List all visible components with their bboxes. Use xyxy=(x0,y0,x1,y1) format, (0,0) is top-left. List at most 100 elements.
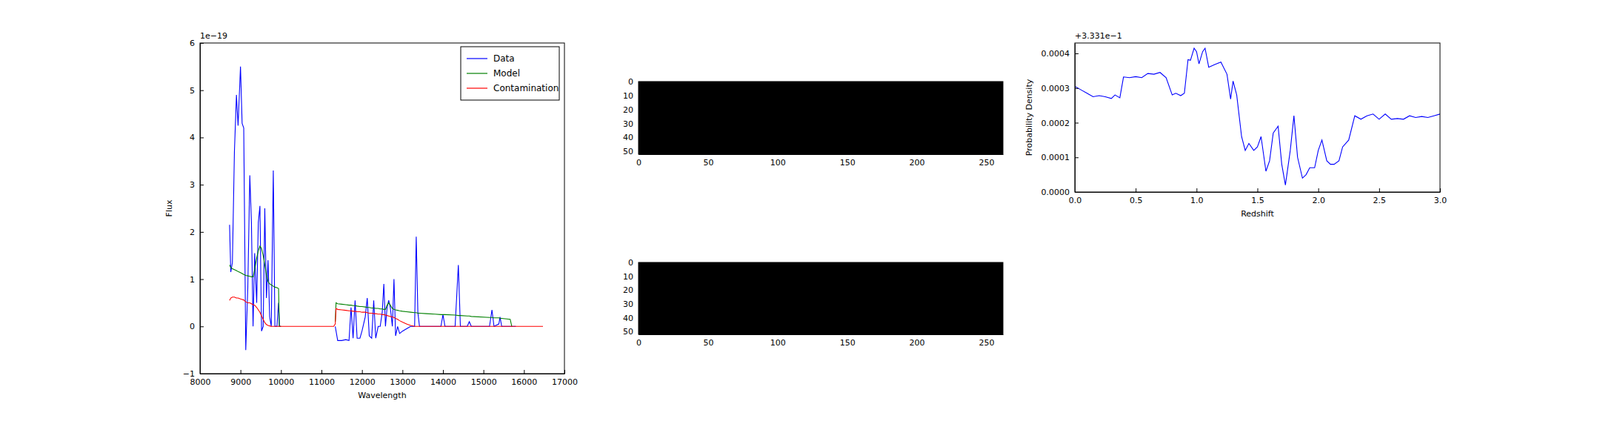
plot-frame xyxy=(638,81,1003,155)
tick-mark xyxy=(638,262,643,263)
tick-mark xyxy=(200,231,204,233)
x-axis-title: Redshift xyxy=(1240,208,1275,219)
y-axis: 0.00000.00010.00020.00030.0004 xyxy=(1041,43,1080,198)
tick-label: 17000 xyxy=(551,377,578,387)
legend-swatch xyxy=(466,72,488,74)
tick-label: 20 xyxy=(622,285,634,295)
tick-mark xyxy=(1074,191,1079,193)
tick-label: 150 xyxy=(840,337,856,348)
tick-label: 150 xyxy=(840,157,856,168)
series-line xyxy=(1074,48,1440,186)
tick-mark xyxy=(638,137,643,138)
tick: 40 xyxy=(622,132,643,143)
panel: 0.0 0.5 1.0 1.5 2.0 2.5 3.0 0.0000 0.0001 0.0002 0… xyxy=(1024,31,1447,219)
legend-label: Data xyxy=(493,53,515,64)
tick-label: 15000 xyxy=(471,377,498,387)
series-line xyxy=(229,297,543,327)
tick-label: 200 xyxy=(909,157,926,168)
panel: 05010015020025001020304050 xyxy=(622,77,1004,168)
figure: DataModelContamination800090001000011000… xyxy=(0,0,1600,427)
tick-mark xyxy=(638,123,643,125)
tick: 20 xyxy=(622,285,643,295)
tick-label: 10000 xyxy=(268,377,295,387)
tick-mark xyxy=(638,95,643,97)
tick: 250 xyxy=(978,150,995,168)
tick: 30 xyxy=(622,299,643,309)
legend-box xyxy=(460,46,560,100)
tick-mark xyxy=(847,150,849,155)
heat-cell xyxy=(638,262,1003,335)
tick-label: 50 xyxy=(622,326,634,337)
tick-label: 100 xyxy=(770,337,786,348)
tick: 4 xyxy=(189,132,204,143)
tick-label: 40 xyxy=(622,132,634,143)
tick-mark xyxy=(240,369,242,374)
tick: 200 xyxy=(909,330,926,348)
tick-mark xyxy=(777,330,779,335)
axis-line xyxy=(200,43,201,375)
tick-mark xyxy=(1440,188,1441,192)
tick-label: 2.5 xyxy=(1373,195,1387,206)
tick: 0.0004 xyxy=(1041,48,1080,59)
y-axis-title: Probability Density xyxy=(1024,78,1035,156)
tick: 17000 xyxy=(551,369,578,387)
tick-label: 10 xyxy=(622,91,634,101)
tick-mark xyxy=(200,325,204,327)
plot-area xyxy=(638,81,1003,155)
tick-mark xyxy=(708,330,709,335)
tick-mark xyxy=(777,150,779,155)
panel: 05010015020025001020304050 xyxy=(622,257,1004,348)
tick: 50 xyxy=(702,150,714,168)
axis-line xyxy=(639,334,1004,335)
axis-line xyxy=(638,262,640,335)
tick-mark xyxy=(1257,188,1259,192)
tick: 10 xyxy=(622,271,643,282)
tick-label: 50 xyxy=(702,157,714,168)
tick-label: 0 xyxy=(636,157,642,168)
tick: 0.5 xyxy=(1129,188,1143,206)
tick-label: 10 xyxy=(622,271,634,282)
tick: 0 xyxy=(628,77,643,87)
tick-mark xyxy=(362,369,363,374)
tick-label: 1.0 xyxy=(1190,195,1204,206)
tick-label: 2.0 xyxy=(1311,195,1326,206)
tick: 0.0000 xyxy=(1041,187,1080,198)
tick: 5 xyxy=(189,85,204,96)
tick: 150 xyxy=(840,150,856,168)
axis-line xyxy=(200,373,566,375)
tick-mark xyxy=(638,109,643,111)
tick-mark xyxy=(1074,157,1079,158)
tick-mark xyxy=(638,276,643,278)
tick: 13000 xyxy=(389,369,416,387)
tick-mark xyxy=(200,42,204,44)
tick-label: 0.0002 xyxy=(1041,118,1071,129)
tick-label: 0.0 xyxy=(1068,195,1083,206)
tick-mark xyxy=(1318,188,1320,192)
series-line xyxy=(229,66,516,350)
tick-mark xyxy=(847,330,849,335)
tick-label: 1 xyxy=(189,274,195,285)
x-axis: 050100150200250 xyxy=(636,330,1004,348)
tick-mark xyxy=(1074,53,1079,55)
tick-mark xyxy=(200,137,204,138)
tick-mark xyxy=(917,330,918,335)
tick-mark xyxy=(1135,188,1137,192)
tick: 9000 xyxy=(230,369,252,387)
tick-label: 2 xyxy=(189,227,195,238)
tick-label: 12000 xyxy=(349,377,376,387)
tick-mark xyxy=(1379,188,1380,192)
panel: DataModelContamination800090001000011000… xyxy=(164,31,578,400)
tick: 3.0 xyxy=(1434,188,1448,206)
plot-frame xyxy=(1074,42,1440,192)
tick: 10 xyxy=(622,91,643,101)
tick: 0.0001 xyxy=(1041,152,1080,163)
tick-label: 16000 xyxy=(511,377,538,387)
tick-mark xyxy=(280,369,282,374)
plot-area xyxy=(1074,48,1440,186)
tick-mark xyxy=(402,369,403,374)
tick: 1.5 xyxy=(1251,188,1265,206)
tick: 100 xyxy=(770,330,786,348)
tick-mark xyxy=(985,330,987,335)
tick-mark xyxy=(200,90,204,92)
tick-mark xyxy=(523,369,525,374)
